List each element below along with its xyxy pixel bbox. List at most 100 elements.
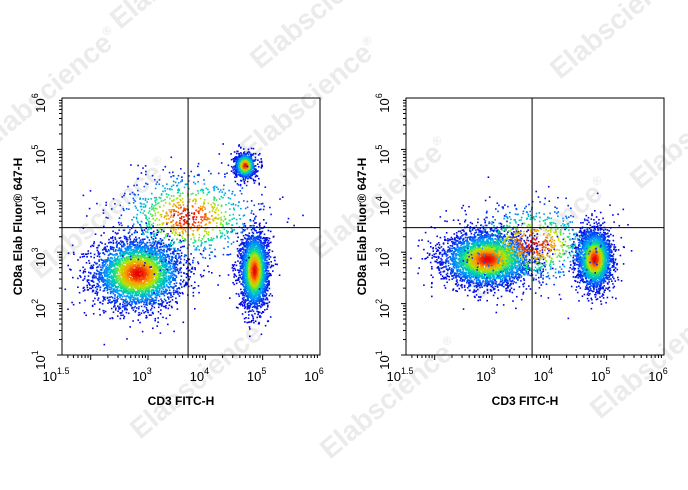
event-dot <box>126 239 129 241</box>
event-dot <box>159 303 161 306</box>
event-dot <box>175 290 177 292</box>
event-dot <box>140 250 142 252</box>
event-dot <box>137 308 140 310</box>
event-dot <box>152 276 155 278</box>
event-dot <box>143 294 146 297</box>
event-dot <box>111 281 113 283</box>
event-dot <box>274 263 277 265</box>
event-dot <box>144 263 147 265</box>
event-dot <box>110 274 113 277</box>
event-dot <box>173 286 175 288</box>
event-dot <box>104 274 107 276</box>
event-dot <box>115 270 117 273</box>
event-dot <box>91 267 94 270</box>
event-dot <box>159 246 161 249</box>
event-dot <box>263 264 265 266</box>
event-dot <box>141 278 144 280</box>
event-dot <box>236 279 238 281</box>
event-dot <box>154 299 156 302</box>
event-dot <box>140 256 142 259</box>
event-dot <box>260 306 262 309</box>
event-dot <box>243 253 246 256</box>
event-dot <box>202 275 205 277</box>
event-dot <box>165 284 168 286</box>
event-dot <box>77 277 79 280</box>
event-dot <box>249 225 252 227</box>
event-dot <box>129 278 132 281</box>
event-dot <box>124 289 126 292</box>
event-dot <box>243 282 246 285</box>
event-dot <box>166 263 169 265</box>
event-dot <box>127 283 130 286</box>
event-dot <box>266 275 268 278</box>
event-dot <box>160 246 162 248</box>
event-dot <box>77 259 79 261</box>
event-dot <box>129 251 131 253</box>
event-dot <box>123 299 125 301</box>
event-dot <box>101 242 103 245</box>
event-dot <box>148 269 151 272</box>
event-dot <box>266 237 269 239</box>
event-dot <box>145 307 148 309</box>
event-dot <box>136 263 139 266</box>
event-dot <box>117 261 119 263</box>
event-dot <box>127 251 129 254</box>
event-dot <box>172 252 175 254</box>
event-dot <box>252 220 255 222</box>
event-dot <box>241 313 244 315</box>
event-dot <box>118 275 120 278</box>
event-dot <box>131 306 133 309</box>
event-dot <box>107 259 110 261</box>
event-dot <box>160 259 163 261</box>
event-dot <box>127 258 130 261</box>
event-dot <box>122 268 124 270</box>
event-dot <box>152 290 155 293</box>
event-dot <box>105 275 108 277</box>
event-dot <box>251 292 254 295</box>
event-dot <box>142 309 144 312</box>
event-dot <box>177 272 180 275</box>
event-dot <box>254 291 257 293</box>
event-dot <box>179 269 181 271</box>
event-dot <box>265 273 267 276</box>
event-dot <box>111 253 113 255</box>
event-dot <box>108 264 111 267</box>
event-dot <box>125 270 128 273</box>
event-dot <box>252 319 254 321</box>
event-dot <box>130 227 133 230</box>
event-dot <box>82 279 84 281</box>
event-dot <box>172 291 175 294</box>
event-dot <box>127 277 129 279</box>
event-dot <box>146 241 149 244</box>
event-dot <box>167 281 170 284</box>
event-dot <box>162 252 164 255</box>
event-dot <box>157 284 159 286</box>
event-dot <box>126 258 129 261</box>
event-dot <box>160 264 163 267</box>
event-dot <box>170 230 172 232</box>
event-dot <box>112 311 115 313</box>
event-dot <box>114 272 116 275</box>
event-dot <box>152 327 154 330</box>
event-dot <box>104 264 106 266</box>
event-dot <box>103 297 105 299</box>
event-dot <box>105 270 108 272</box>
event-dot <box>109 267 111 270</box>
event-dot <box>87 252 90 255</box>
event-dot <box>102 252 105 254</box>
event-dot <box>149 285 152 288</box>
event-dot <box>158 289 161 292</box>
event-dot <box>103 264 105 266</box>
event-dot <box>132 266 134 269</box>
event-dot <box>139 247 142 249</box>
event-dot <box>108 269 111 271</box>
event-dot <box>122 283 124 286</box>
event-dot <box>268 280 270 282</box>
watermark-registered-mark: ® <box>429 133 445 150</box>
event-dot <box>185 276 188 279</box>
event-dot <box>157 294 159 296</box>
event-dot <box>120 261 122 263</box>
event-dot <box>144 259 147 261</box>
event-dot <box>157 303 160 305</box>
event-dot <box>154 285 157 288</box>
